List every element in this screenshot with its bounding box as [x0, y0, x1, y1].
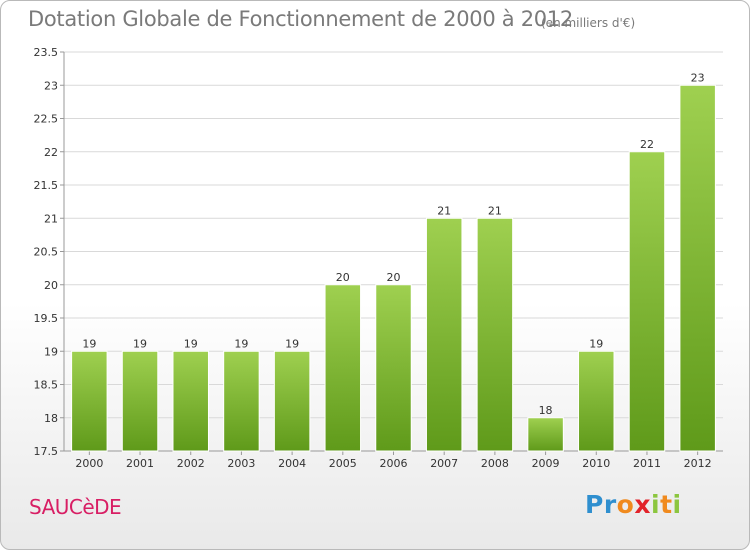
axes: 17.5 18 18.5 19 19.5 20 20.5 21 21.5 22 22.5 23 23.5…	[34, 46, 723, 470]
x-tick-label: 2003	[227, 457, 255, 470]
data-label: 19	[82, 337, 96, 350]
x-tick-label: 2009	[532, 457, 560, 470]
data-label: 19	[133, 337, 147, 350]
bar-2003	[223, 350, 260, 452]
x-tick-label: 2000	[75, 457, 103, 470]
chart-title: Dotation Globale de Fonctionnement de 20…	[28, 7, 573, 31]
x-tick-label: 2004	[278, 457, 306, 470]
data-label: 19	[184, 337, 198, 350]
y-tick-label: 20	[44, 279, 58, 292]
x-tick-label: 2005	[329, 457, 357, 470]
x-tick-label: 2011	[633, 457, 661, 470]
bar-2002	[172, 350, 209, 452]
y-tick-label: 19	[44, 345, 58, 358]
x-tick-label: 2010	[582, 457, 610, 470]
y-tick-label: 18	[44, 412, 58, 425]
bar-2000	[71, 350, 108, 452]
y-tick-label: 21.5	[34, 179, 59, 192]
y-tick-label: 22	[44, 146, 58, 159]
y-tick-label: 20.5	[34, 246, 59, 259]
bar-2012	[679, 84, 716, 452]
bar-2011	[628, 151, 666, 452]
y-tick-label: 18.5	[34, 379, 59, 392]
x-tick-label: 2001	[126, 457, 154, 470]
bar-2005	[324, 284, 362, 452]
unit-label: (en milliers d'€)	[541, 16, 636, 30]
data-label: 18	[539, 404, 553, 417]
bar-2004	[273, 350, 311, 452]
x-tick-label: 2012	[684, 457, 712, 470]
y-tick-label: 19.5	[34, 312, 59, 325]
proxiti-logo[interactable]: Proxiti	[585, 490, 682, 519]
bar-2008	[476, 217, 514, 452]
x-tick-label: 2008	[481, 457, 509, 470]
data-label: 20	[336, 271, 350, 284]
bar-2001	[121, 350, 159, 452]
data-label: 20	[387, 271, 401, 284]
bar-2006	[375, 284, 412, 452]
bar-2009	[527, 417, 564, 452]
data-label: 23	[691, 71, 705, 84]
data-label: 21	[488, 204, 502, 217]
x-tick-label: 2002	[177, 457, 205, 470]
data-label: 19	[589, 337, 603, 350]
data-labels: 19 19 19 19 19 20 20 21 21 18 19 22 23	[82, 71, 704, 417]
x-tick-label: 2007	[430, 457, 458, 470]
y-tick-label: 23	[44, 79, 58, 92]
bars	[71, 84, 716, 452]
y-tick-label: 22.5	[34, 113, 59, 126]
data-label: 21	[437, 204, 451, 217]
y-tick-label: 21	[44, 212, 58, 225]
y-tick-label: 17.5	[34, 445, 59, 458]
data-label: 19	[285, 337, 299, 350]
bar-2010	[578, 350, 615, 452]
data-label: 19	[234, 337, 248, 350]
bar-2007	[425, 217, 463, 452]
y-tick-label: 23.5	[34, 46, 59, 59]
commune-name: SAUCèDE	[29, 495, 122, 519]
x-tick-label: 2006	[380, 457, 408, 470]
data-label: 22	[640, 138, 654, 151]
